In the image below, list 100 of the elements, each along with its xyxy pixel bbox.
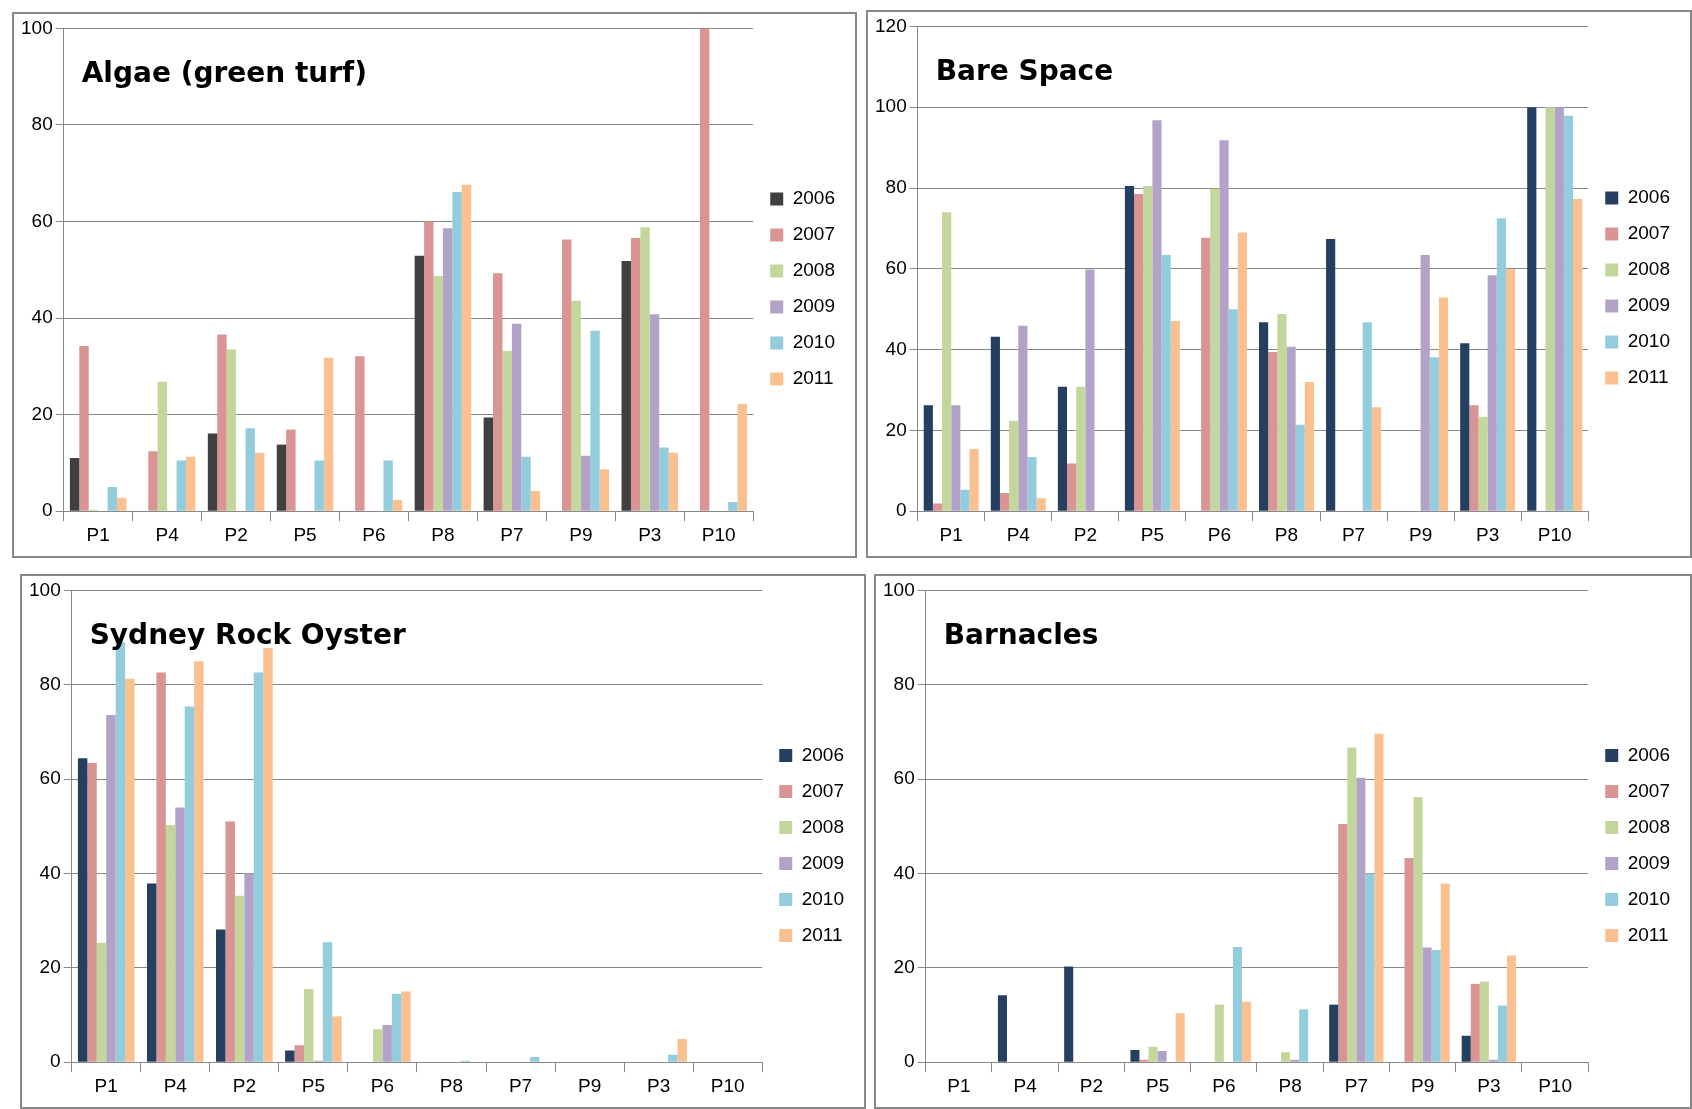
- bar: [314, 460, 324, 511]
- y-tick-label: 60: [893, 767, 915, 789]
- bar: [175, 807, 185, 1062]
- bar: [1470, 983, 1480, 1062]
- bar: [176, 460, 186, 511]
- bar: [207, 433, 218, 511]
- x-tick-label: P5: [1140, 523, 1165, 545]
- bar: [630, 237, 641, 511]
- x-tick-label: P9: [1410, 1074, 1435, 1096]
- bar: [1228, 309, 1238, 511]
- bar: [263, 647, 273, 1062]
- bar: [1487, 275, 1497, 511]
- x-tick-label: P10: [1537, 523, 1572, 545]
- y-tick-label: 80: [39, 672, 61, 694]
- bar: [1210, 188, 1220, 511]
- bar: [1497, 1005, 1507, 1062]
- bar: [1076, 386, 1086, 511]
- legend-label: 2006: [1627, 743, 1671, 765]
- bar: [1124, 185, 1135, 511]
- bar: [1545, 107, 1555, 511]
- x-tick-label: P8: [1278, 1074, 1302, 1096]
- bar: [1241, 1001, 1251, 1062]
- y-tick-label: 20: [39, 956, 61, 978]
- bar: [580, 455, 591, 511]
- legend-label: 2009: [792, 295, 836, 317]
- bar: [1237, 232, 1247, 511]
- y-tick-label: 100: [21, 16, 53, 38]
- bar: [1422, 947, 1432, 1062]
- bar: [1326, 238, 1336, 511]
- bar: [194, 661, 204, 1062]
- bar: [1413, 797, 1423, 1062]
- bar: [1338, 823, 1348, 1062]
- bar: [106, 714, 116, 1062]
- x-tick-label: P7: [508, 1074, 533, 1096]
- bar: [303, 989, 314, 1062]
- bar: [621, 261, 631, 511]
- bar: [1130, 1049, 1140, 1062]
- bar: [521, 456, 531, 511]
- legend-label: 2008: [1627, 258, 1671, 280]
- bar: [383, 460, 393, 511]
- bar: [391, 993, 402, 1062]
- bar: [923, 405, 933, 511]
- bar: [990, 336, 1000, 511]
- bar: [502, 350, 512, 511]
- x-tick-label: P7: [1341, 523, 1366, 545]
- bar: [1438, 297, 1449, 511]
- bar: [442, 228, 453, 511]
- bar: [323, 357, 334, 511]
- bar: [1277, 314, 1287, 511]
- bar: [254, 452, 265, 511]
- bar: [1460, 343, 1470, 511]
- bar: [999, 493, 1010, 511]
- x-tick-label: P7: [500, 523, 524, 545]
- bar: [590, 330, 600, 511]
- bar: [1152, 120, 1162, 511]
- x-tick-label: P8: [431, 523, 455, 545]
- bar: [1170, 320, 1180, 511]
- bar: [452, 192, 462, 511]
- y-tick-label: 20: [893, 956, 915, 978]
- bar: [530, 490, 541, 511]
- bar: [225, 821, 235, 1062]
- bar: [286, 429, 296, 511]
- bar: [1201, 237, 1211, 511]
- bar: [148, 451, 158, 511]
- bar: [493, 273, 503, 511]
- bar: [1295, 424, 1305, 511]
- x-tick-label: P4: [163, 1074, 188, 1096]
- bar: [668, 452, 679, 511]
- text: Barnacles: [943, 617, 1099, 651]
- bar: [226, 349, 237, 511]
- bar: [1431, 949, 1441, 1062]
- bar: [1175, 1013, 1185, 1062]
- bar: [1505, 269, 1516, 511]
- bar: [649, 314, 660, 511]
- legend-label: 2008: [801, 815, 845, 837]
- bar: [942, 212, 952, 511]
- x-tick-label: P1: [939, 523, 963, 545]
- y-tick-label: 60: [39, 767, 61, 789]
- x-tick-label: P5: [293, 523, 317, 545]
- bar: [77, 758, 88, 1062]
- bar: [659, 447, 669, 511]
- bar: [1134, 194, 1144, 511]
- bar: [96, 942, 107, 1062]
- bar: [1027, 457, 1037, 511]
- y-tick-label: 0: [904, 1050, 915, 1072]
- bar: [562, 239, 572, 511]
- bar: [1506, 955, 1517, 1062]
- bar: [414, 255, 425, 511]
- legend-label: 2010: [1627, 887, 1671, 909]
- bar: [1161, 255, 1171, 511]
- bar: [424, 221, 434, 511]
- bar: [332, 1016, 342, 1062]
- bar: [125, 678, 135, 1062]
- bar: [677, 1039, 687, 1062]
- legend-label: 2010: [801, 887, 845, 909]
- x-tick-label: P3: [1476, 523, 1500, 545]
- bar: [1573, 198, 1583, 511]
- bar: [245, 428, 255, 511]
- bar: [294, 1045, 304, 1062]
- bar: [511, 323, 522, 511]
